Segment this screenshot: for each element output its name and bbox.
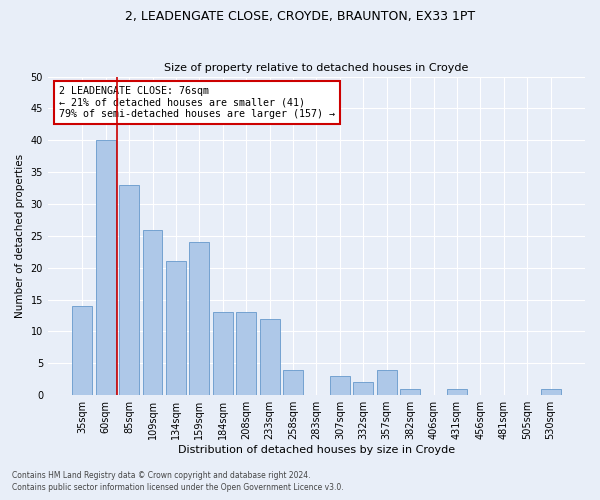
Bar <box>73 306 92 395</box>
Bar <box>260 318 280 395</box>
Bar <box>541 389 560 395</box>
Bar <box>213 312 233 395</box>
Bar <box>190 242 209 395</box>
X-axis label: Distribution of detached houses by size in Croyde: Distribution of detached houses by size … <box>178 445 455 455</box>
Bar <box>330 376 350 395</box>
Bar <box>400 389 420 395</box>
Text: 2 LEADENGATE CLOSE: 76sqm
← 21% of detached houses are smaller (41)
79% of semi-: 2 LEADENGATE CLOSE: 76sqm ← 21% of detac… <box>59 86 335 120</box>
Text: 2, LEADENGATE CLOSE, CROYDE, BRAUNTON, EX33 1PT: 2, LEADENGATE CLOSE, CROYDE, BRAUNTON, E… <box>125 10 475 23</box>
Bar <box>143 230 163 395</box>
Bar <box>447 389 467 395</box>
Bar <box>96 140 116 395</box>
Text: Contains HM Land Registry data © Crown copyright and database right 2024.
Contai: Contains HM Land Registry data © Crown c… <box>12 471 344 492</box>
Bar <box>119 185 139 395</box>
Bar <box>377 370 397 395</box>
Y-axis label: Number of detached properties: Number of detached properties <box>15 154 25 318</box>
Title: Size of property relative to detached houses in Croyde: Size of property relative to detached ho… <box>164 63 469 73</box>
Bar <box>283 370 303 395</box>
Bar <box>166 262 186 395</box>
Bar <box>353 382 373 395</box>
Bar <box>236 312 256 395</box>
